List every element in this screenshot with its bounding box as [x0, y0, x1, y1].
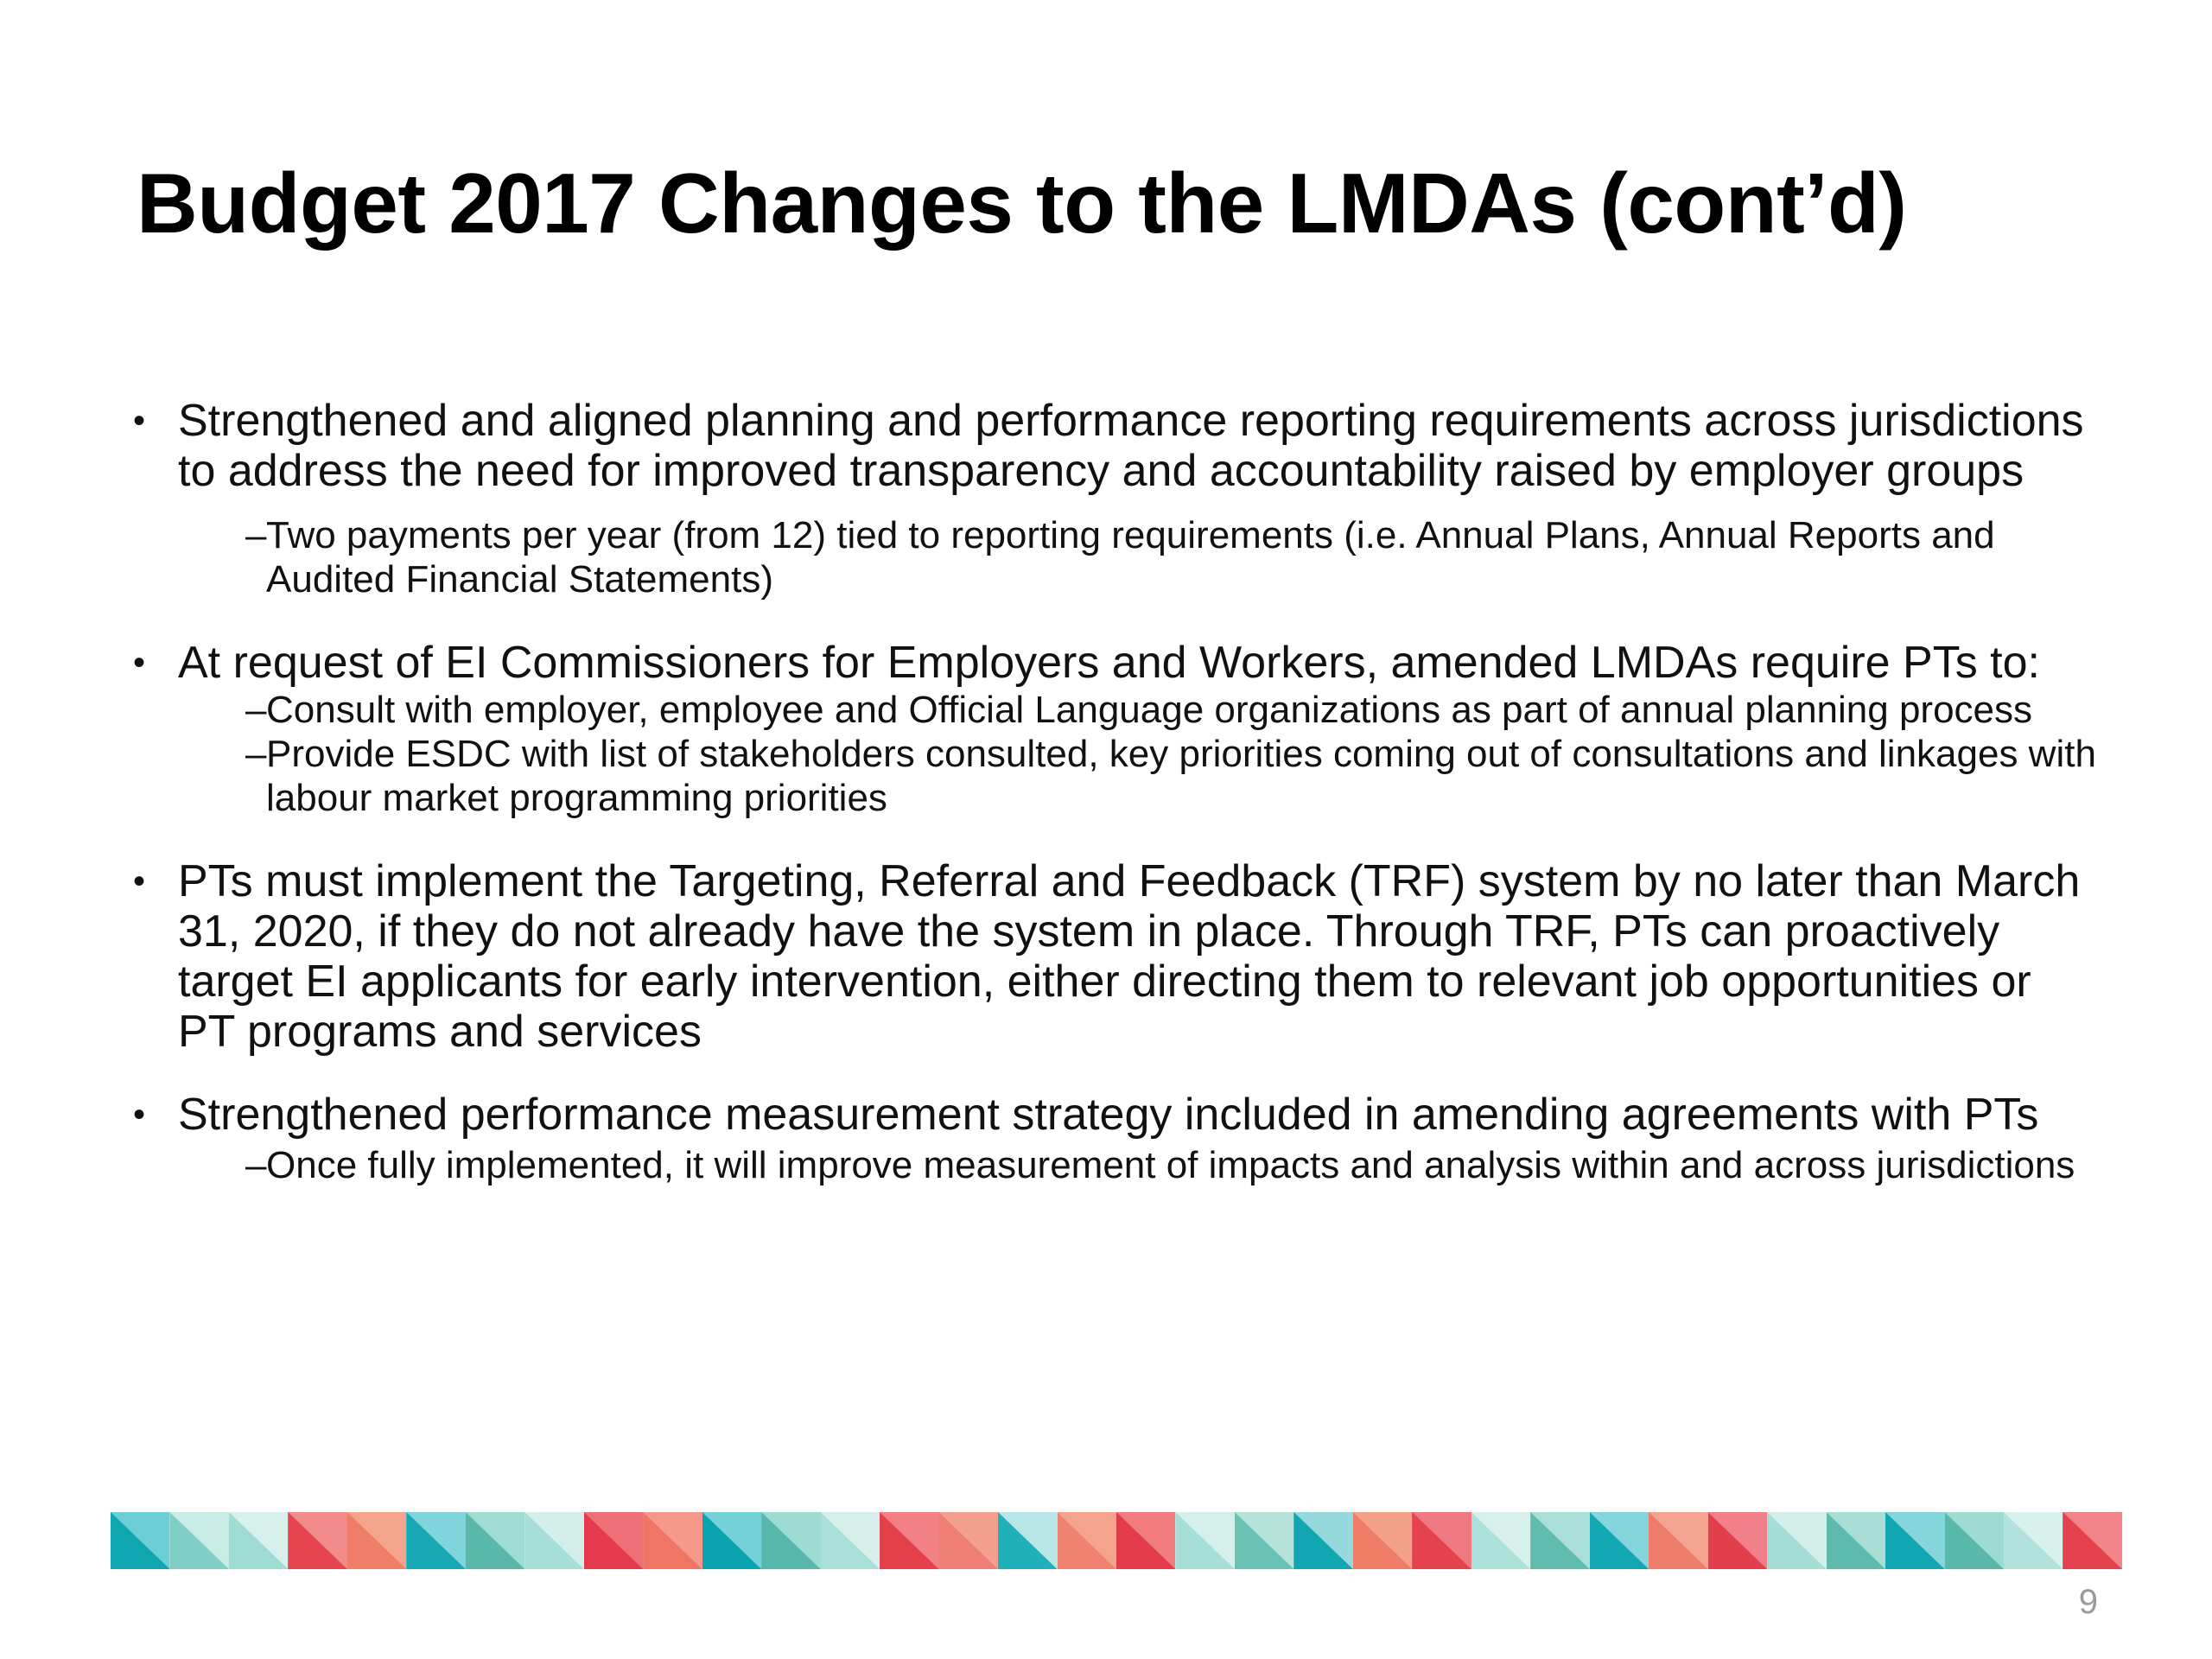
stripe-tile: [998, 1512, 1058, 1569]
stripe-tile: [2004, 1512, 2063, 1569]
stripe-tile: [1707, 1512, 1768, 1569]
sub-bullet-item: – Two payments per year (from 12) tied t…: [128, 513, 2098, 601]
stripe-triangle: [880, 1512, 939, 1569]
stripe-triangle: [761, 1512, 821, 1569]
stripe-triangle: [1471, 1512, 1531, 1569]
stripe-tile: [1530, 1512, 1590, 1569]
stripe-triangle: [1412, 1512, 1471, 1569]
stripe-triangle: [1826, 1512, 1886, 1569]
stripe-tile: [761, 1512, 821, 1569]
stripe-triangle: [1767, 1512, 1827, 1569]
stripe-triangle: [406, 1512, 466, 1569]
stripe-triangle: [702, 1512, 762, 1569]
bullet-marker: •: [133, 402, 146, 440]
sub-list: – Once fully implemented, it will improv…: [128, 1143, 2098, 1187]
stripe-triangle: [465, 1512, 525, 1569]
stripe-triangle: [1649, 1512, 1708, 1569]
stripe-triangle: [169, 1512, 229, 1569]
decorative-triangle-stripe: [111, 1512, 2122, 1569]
stripe-triangle: [1234, 1512, 1294, 1569]
stripe-triangle: [346, 1512, 407, 1569]
stripe-triangle: [2004, 1512, 2063, 1569]
stripe-tile: [1471, 1512, 1531, 1569]
sub-bullet-marker: –: [245, 689, 267, 731]
bullet-item: • PTs must implement the Targeting, Refe…: [128, 856, 2098, 1057]
stripe-tile: [1589, 1512, 1649, 1569]
stripe-tile: [1826, 1512, 1886, 1569]
stripe-tile: [1352, 1512, 1413, 1569]
stripe-tile: [1116, 1512, 1176, 1569]
stripe-tile: [228, 1512, 289, 1569]
stripe-triangle: [288, 1512, 347, 1569]
stripe-triangle: [1530, 1512, 1590, 1569]
bullet-item: • At request of EI Commissioners for Emp…: [128, 638, 2098, 688]
sub-list: – Two payments per year (from 12) tied t…: [128, 513, 2098, 601]
stripe-tile: [1234, 1512, 1294, 1569]
stripe-triangle: [1352, 1512, 1413, 1569]
stripe-tile: [643, 1512, 702, 1569]
sub-bullet-text: Two payments per year (from 12) tied to …: [266, 514, 1995, 601]
stripe-triangle: [1589, 1512, 1649, 1569]
page-number: 9: [2078, 1583, 2098, 1621]
stripe-triangle: [643, 1512, 702, 1569]
stripe-tile: [1649, 1512, 1708, 1569]
stripe-triangle: [111, 1512, 170, 1569]
stripe-triangle: [524, 1512, 584, 1569]
stripe-tile: [583, 1512, 644, 1569]
bullet-marker: •: [133, 862, 146, 900]
stripe-tile: [1057, 1512, 1116, 1569]
bullet-text: At request of EI Commissioners for Emplo…: [178, 638, 2040, 688]
sub-bullet-marker: –: [245, 514, 267, 556]
stripe-tile: [1294, 1512, 1353, 1569]
sub-bullet-marker: –: [245, 1144, 267, 1186]
bullet-text: Strengthened and aligned planning and pe…: [178, 396, 2084, 496]
stripe-tile: [2063, 1512, 2122, 1569]
stripe-triangle: [2063, 1512, 2122, 1569]
bullet-item: • Strengthened performance measurement s…: [128, 1090, 2098, 1140]
stripe-tile: [1885, 1512, 1945, 1569]
sub-bullet-marker: –: [245, 733, 267, 775]
bullet-item: • Strengthened and aligned planning and …: [128, 396, 2098, 496]
stripe-tile: [1944, 1512, 2004, 1569]
stripe-tile: [1767, 1512, 1827, 1569]
stripe-triangle: [1885, 1512, 1945, 1569]
sub-bullet-item: – Consult with employer, employee and Of…: [128, 688, 2098, 732]
stripe-tile: [465, 1512, 525, 1569]
sub-bullet-item: – Once fully implemented, it will improv…: [128, 1143, 2098, 1187]
stripe-triangle: [1707, 1512, 1768, 1569]
sub-bullet-text: Once fully implemented, it will improve …: [266, 1144, 2075, 1186]
stripe-tile: [938, 1512, 999, 1569]
stripe-tile: [524, 1512, 584, 1569]
bullet-text: Strengthened performance measurement str…: [178, 1090, 2039, 1140]
sub-list: – Consult with employer, employee and Of…: [128, 688, 2098, 820]
stripe-triangle: [998, 1512, 1058, 1569]
stripe-tile: [1175, 1512, 1235, 1569]
stripe-triangle: [820, 1512, 880, 1569]
stripe-triangle: [1944, 1512, 2004, 1569]
bullet-marker: •: [133, 644, 146, 682]
slide-body: • Strengthened and aligned planning and …: [128, 396, 2098, 1187]
stripe-tile: [406, 1512, 466, 1569]
stripe-triangle: [1175, 1512, 1235, 1569]
stripe-tile: [169, 1512, 229, 1569]
bullet-marker: •: [133, 1096, 146, 1134]
stripe-triangle: [1116, 1512, 1176, 1569]
stripe-tile: [820, 1512, 880, 1569]
sub-bullet-item: – Provide ESDC with list of stakeholders…: [128, 732, 2098, 820]
sub-bullet-text: Provide ESDC with list of stakeholders c…: [266, 733, 2096, 819]
stripe-triangle: [938, 1512, 999, 1569]
stripe-triangle: [1057, 1512, 1116, 1569]
stripe-tile: [288, 1512, 347, 1569]
stripe-triangle: [228, 1512, 289, 1569]
bullet-text: PTs must implement the Targeting, Referr…: [178, 856, 2081, 1057]
sub-bullet-text: Consult with employer, employee and Offi…: [266, 689, 2033, 731]
stripe-tile: [1412, 1512, 1471, 1569]
stripe-tile: [346, 1512, 407, 1569]
stripe-tile: [702, 1512, 762, 1569]
slide-title: Budget 2017 Changes to the LMDAs (cont’d…: [137, 156, 1907, 251]
stripe-tile: [880, 1512, 939, 1569]
stripe-tile: [111, 1512, 170, 1569]
stripe-triangle: [1294, 1512, 1353, 1569]
stripe-triangle: [583, 1512, 644, 1569]
